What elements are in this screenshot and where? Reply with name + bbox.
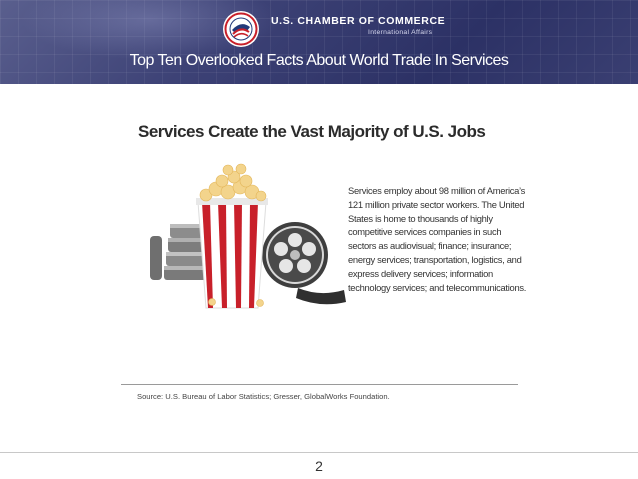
film-reel-icon xyxy=(262,222,346,305)
org-name: U.S. CHAMBER OF COMMERCE xyxy=(271,15,446,27)
presentation-title: Top Ten Overlooked Facts About World Tra… xyxy=(129,52,509,69)
footer-divider xyxy=(0,452,638,453)
services-jobs-paragraph: Services employ about 98 million of Amer… xyxy=(348,185,527,293)
slide-heading: Services Create the Vast Majority of U.S… xyxy=(138,122,486,141)
film-canisters-icon xyxy=(150,224,208,280)
org-subtitle: International Affairs xyxy=(368,29,433,36)
popcorn-film-illustration xyxy=(150,163,346,309)
chamber-emblem-icon xyxy=(223,11,259,47)
popcorn-bucket-icon xyxy=(196,163,268,309)
header-grid-pattern xyxy=(0,0,638,84)
header-banner: U.S. CHAMBER OF COMMERCE International A… xyxy=(0,0,638,84)
source-citation: Source: U.S. Bureau of Labor Statistics;… xyxy=(137,392,390,401)
source-divider xyxy=(121,384,518,385)
page-number: 2 xyxy=(315,458,323,474)
